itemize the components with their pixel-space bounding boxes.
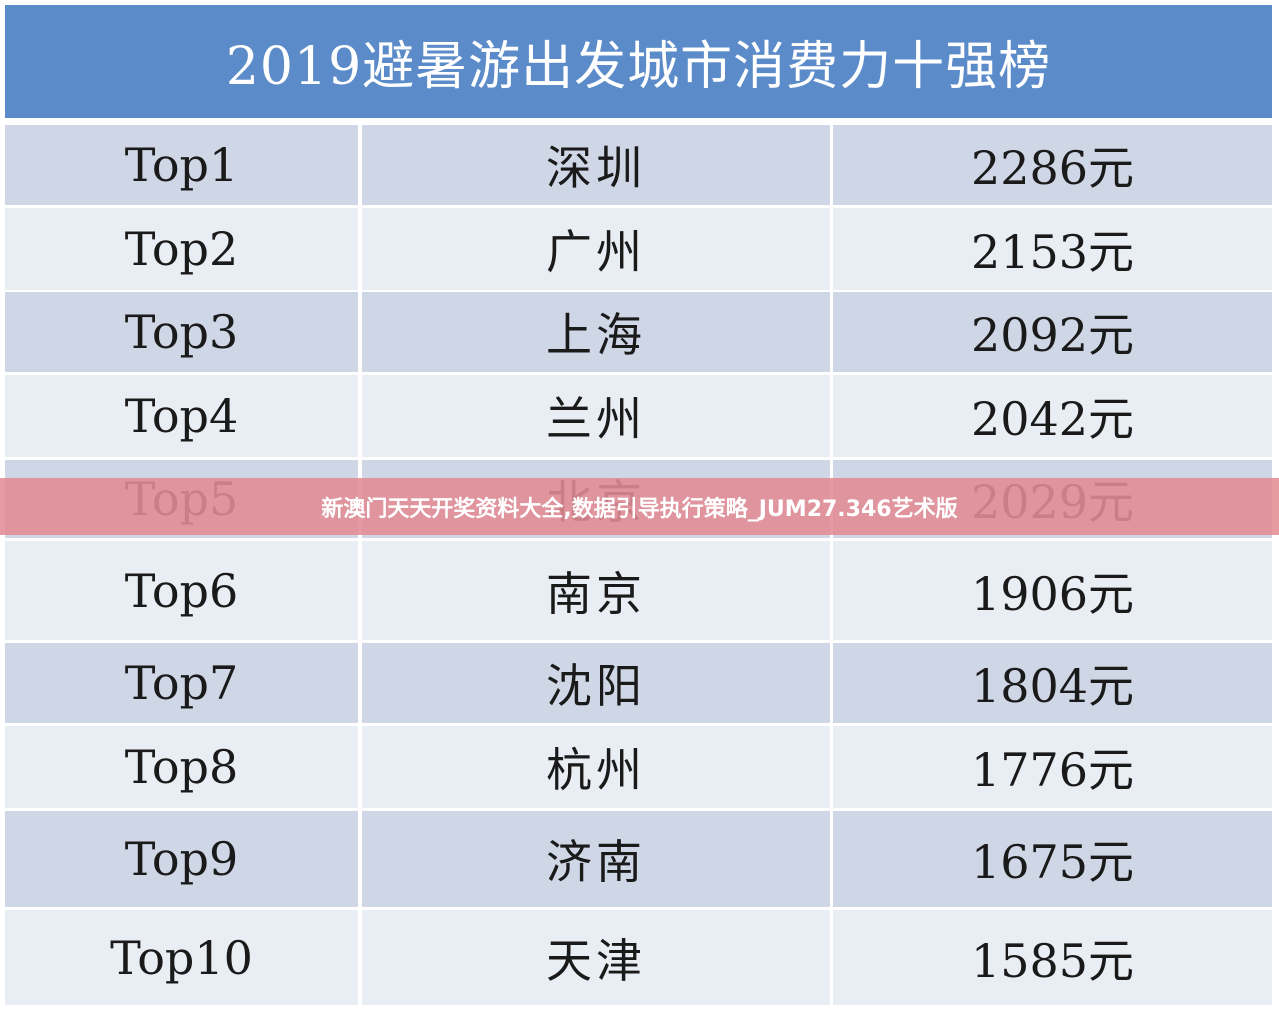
table-cell: 济南 <box>362 811 830 907</box>
table-cell: 2042元 <box>833 375 1272 457</box>
table-cell: Top3 <box>5 292 358 372</box>
table-cell: 天津 <box>362 910 830 1005</box>
table-cell: 1675元 <box>833 811 1272 907</box>
table-cell: 深圳 <box>362 125 830 205</box>
table-cell: 沈阳 <box>362 643 830 723</box>
table-cell: 广州 <box>362 208 830 290</box>
table-cell: 1776元 <box>833 726 1272 808</box>
table-cell: Top6 <box>5 541 358 640</box>
table-cell: Top1 <box>5 125 358 205</box>
table-cell: 1804元 <box>833 643 1272 723</box>
table-cell: 2286元 <box>833 125 1272 205</box>
table-cell: Top9 <box>5 811 358 907</box>
banner: 新澳门天天开奖资料大全,数据引导执行策略_JUM27.346艺术版 <box>0 478 1279 535</box>
table-cell: 2153元 <box>833 208 1272 290</box>
table-cell: Top10 <box>5 910 358 1005</box>
table-cell: Top2 <box>5 208 358 290</box>
table-cell: 上海 <box>362 292 830 372</box>
table-cell: 1585元 <box>833 910 1272 1005</box>
table-cell: 1906元 <box>833 541 1272 640</box>
table-cell: 2092元 <box>833 292 1272 372</box>
table-cell: 杭州 <box>362 726 830 808</box>
table-cell: 兰州 <box>362 375 830 457</box>
table-cell: Top8 <box>5 726 358 808</box>
table-title: 2019避暑游出发城市消费力十强榜 <box>5 5 1272 118</box>
table-cell: Top4 <box>5 375 358 457</box>
table-cell: Top7 <box>5 643 358 723</box>
table-cell: 南京 <box>362 541 830 640</box>
